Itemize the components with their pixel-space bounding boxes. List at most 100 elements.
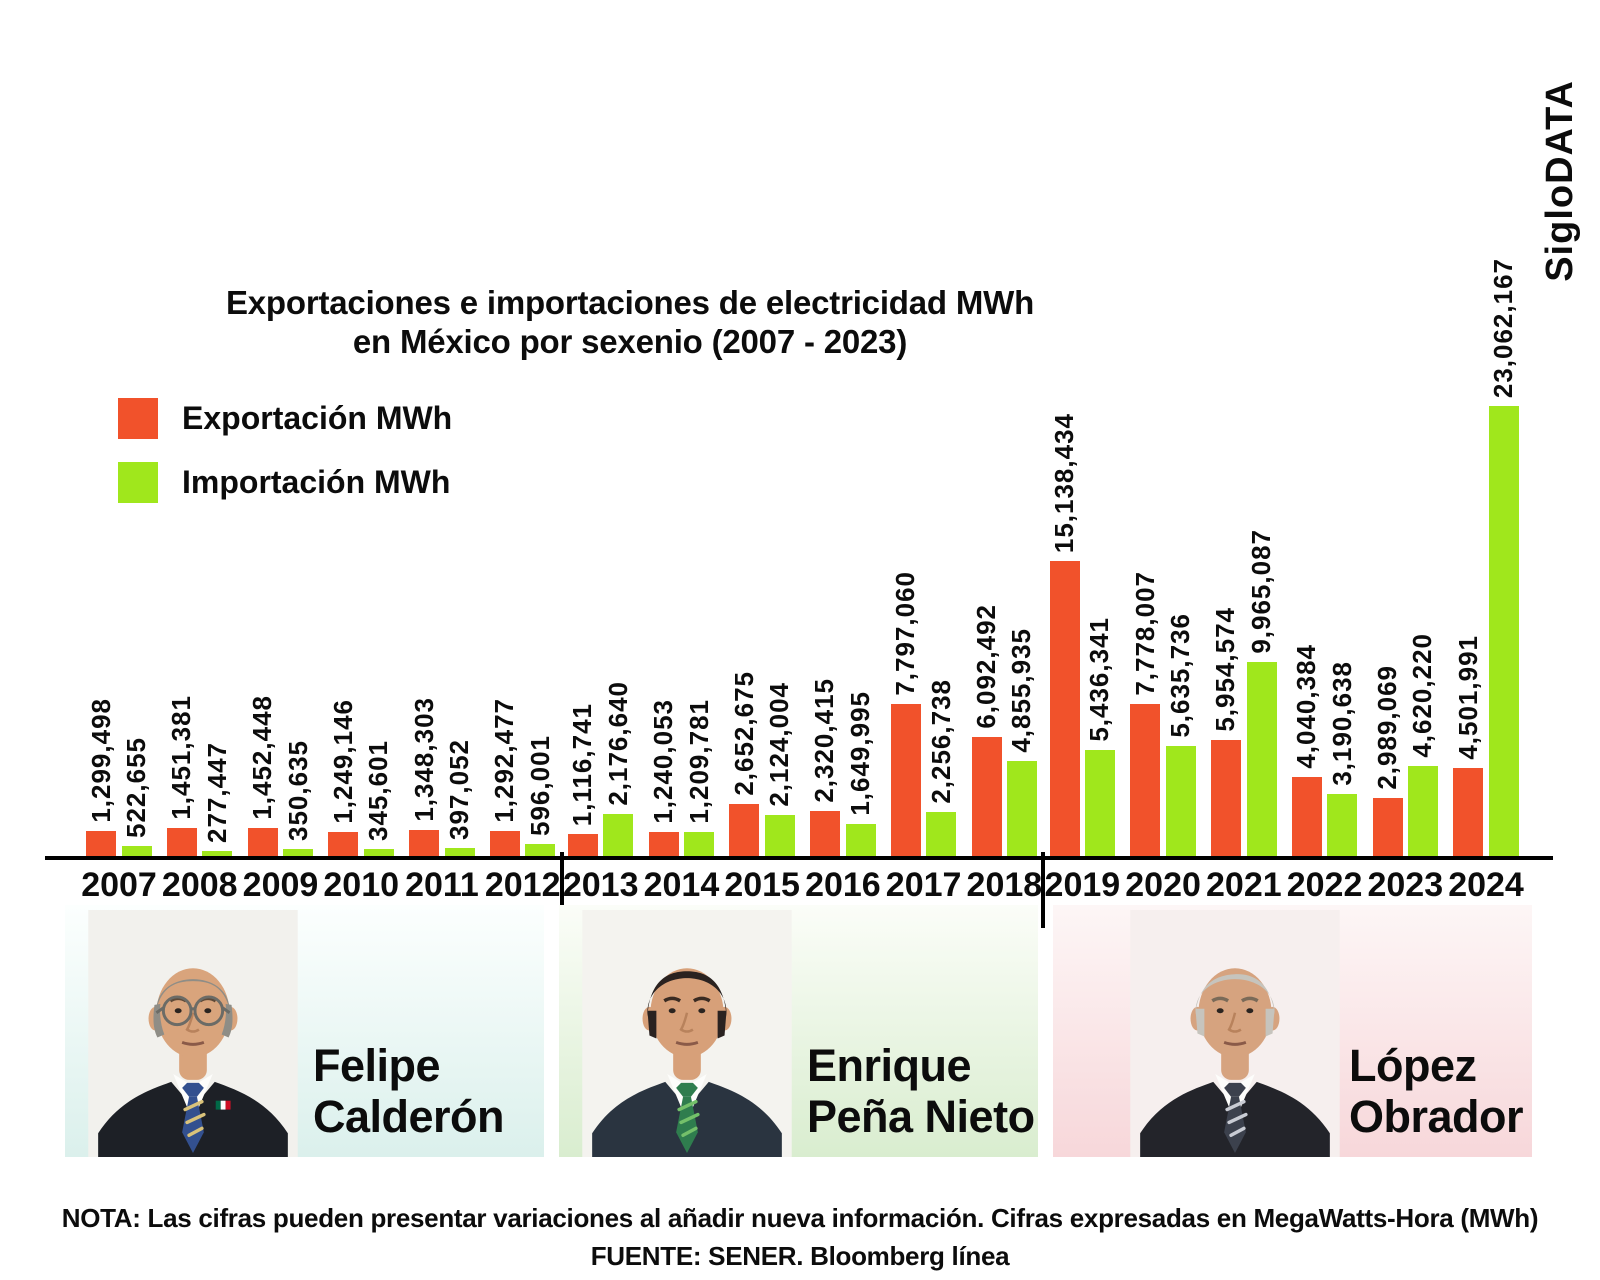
export-value-label-2018: 6,092,492 xyxy=(970,604,1001,729)
sexenio-segment-enrique: 1,116,741 2,176,640 2013 1,240,053 1,209,781… xyxy=(559,240,1044,930)
export-bar-column: 7,797,060 xyxy=(890,571,922,856)
import-value-label-2021: 9,965,087 xyxy=(1245,529,1276,654)
export-value-label-2012: 1,292,477 xyxy=(489,698,520,823)
export-bar-column: 1,249,146 xyxy=(328,699,359,856)
year-tick-label: 2015 xyxy=(724,866,800,904)
year-tick-label: 2021 xyxy=(1206,866,1282,904)
bar-pair-2013: 1,116,741 2,176,640 xyxy=(567,240,634,856)
import-value-label-2007: 522,655 xyxy=(121,737,152,838)
year-group-2017: 7,797,060 2,256,738 2017 xyxy=(886,240,962,930)
import-bar-column: 3,190,638 xyxy=(1327,661,1358,856)
export-bar-column: 4,040,384 xyxy=(1291,644,1323,856)
export-bar-column: 6,092,492 xyxy=(971,604,1002,856)
year-group-2016: 2,320,415 1,649,995 2016 xyxy=(805,240,881,930)
import-value-label-2016: 1,649,995 xyxy=(844,691,875,816)
bar-export-2009 xyxy=(247,828,278,856)
legend-item-export: Exportación MWh xyxy=(118,398,452,439)
import-value-label-2012: 596,001 xyxy=(524,735,555,836)
year-group-2007: 1,299,498 522,655 2007 xyxy=(81,240,157,930)
segment-divider xyxy=(559,852,564,928)
bar-pair-2015: 2,652,675 2,124,004 xyxy=(729,240,795,856)
bar-export-2014 xyxy=(648,832,679,856)
year-tick-label: 2016 xyxy=(805,866,881,904)
year-tick-label: 2022 xyxy=(1286,866,1363,904)
year-tick-label: 2011 xyxy=(405,866,479,904)
president-name-line2: Calderón xyxy=(313,1091,505,1143)
bar-pair-2020: 7,778,007 5,635,736 xyxy=(1130,240,1196,856)
bar-import-2010 xyxy=(363,849,394,856)
import-value-label-2022: 3,190,638 xyxy=(1326,661,1357,786)
year-group-2020: 7,778,007 5,635,736 2020 xyxy=(1125,240,1201,930)
year-tick-label: 2024 xyxy=(1448,866,1524,904)
import-bar-column: 1,649,995 xyxy=(845,691,876,856)
bar-import-2020 xyxy=(1165,746,1196,856)
year-group-2008: 1,451,381 277,447 2008 xyxy=(162,240,238,930)
bar-export-2008 xyxy=(166,828,197,856)
export-bar-column: 7,778,007 xyxy=(1130,571,1161,856)
bar-pair-2011: 1,348,303 397,052 xyxy=(409,240,475,856)
bar-chart: 1,299,498 522,655 2007 1,451,381 277,447 2008… xyxy=(45,240,1553,930)
bar-export-2018 xyxy=(971,737,1002,856)
year-tick-label: 2020 xyxy=(1125,866,1201,904)
bar-export-2022 xyxy=(1291,777,1322,856)
import-bar-column: 522,655 xyxy=(121,737,153,856)
legend-item-import: Importación MWh xyxy=(118,462,452,503)
import-bar-column: 596,001 xyxy=(525,735,556,856)
export-bar-column: 1,240,053 xyxy=(648,699,679,856)
president-name-line2: Obrador xyxy=(1349,1091,1524,1143)
export-bar-column: 1,116,741 xyxy=(567,702,599,856)
president-card-peña-nieto: Enrique Peña Nieto xyxy=(559,905,1038,1157)
bar-export-2020 xyxy=(1130,704,1161,856)
import-value-label-2020: 5,635,736 xyxy=(1165,613,1196,738)
bar-export-2013 xyxy=(567,834,598,856)
bar-pair-2008: 1,451,381 277,447 xyxy=(166,240,233,856)
export-bar-column: 2,320,415 xyxy=(809,678,841,856)
bar-export-2017 xyxy=(890,704,921,856)
import-value-label-2010: 345,601 xyxy=(363,740,394,841)
year-tick-label: 2018 xyxy=(966,866,1043,904)
bar-pair-2014: 1,240,053 1,209,781 xyxy=(648,240,715,856)
export-value-label-2011: 1,348,303 xyxy=(408,697,439,822)
export-value-label-2013: 1,116,741 xyxy=(567,702,598,826)
import-bar-column: 9,965,087 xyxy=(1246,529,1277,856)
president-name-line1: Felipe xyxy=(313,1040,441,1092)
export-bar-column: 2,989,069 xyxy=(1372,665,1403,856)
chart-title: Exportaciones e importaciones de electri… xyxy=(150,284,1110,361)
year-group-2024: 4,501,991 23,062,167 2024 xyxy=(1448,240,1524,930)
import-bar-column: 1,209,781 xyxy=(684,699,715,856)
year-group-2019: 15,138,434 5,436,341 2019 xyxy=(1045,240,1121,930)
bar-import-2014 xyxy=(684,832,715,856)
bar-pair-2017: 7,797,060 2,256,738 xyxy=(890,240,957,856)
bar-import-2024 xyxy=(1488,406,1519,856)
export-value-label-2015: 2,652,675 xyxy=(728,671,759,796)
import-value-label-2013: 2,176,640 xyxy=(602,681,633,806)
bar-export-2010 xyxy=(328,832,359,856)
import-value-label-2015: 2,124,004 xyxy=(764,682,795,807)
export-bar-column: 1,452,448 xyxy=(247,695,278,856)
bar-pair-2018: 6,092,492 4,855,935 xyxy=(971,240,1038,856)
bar-export-2011 xyxy=(409,830,440,856)
bar-pair-2019: 15,138,434 5,436,341 xyxy=(1049,240,1116,856)
president-photo xyxy=(1129,910,1341,1157)
bar-import-2017 xyxy=(926,812,957,856)
president-name: López Obrador xyxy=(1349,1040,1524,1143)
bar-import-2022 xyxy=(1327,794,1358,856)
export-value-label-2009: 1,452,448 xyxy=(247,695,278,820)
export-value-label-2020: 7,778,007 xyxy=(1129,571,1160,696)
year-group-2012: 1,292,477 596,001 2012 xyxy=(485,240,561,930)
year-tick-label: 2014 xyxy=(643,866,720,904)
bar-pair-2010: 1,249,146 345,601 xyxy=(328,240,394,856)
import-bar-column: 4,855,935 xyxy=(1006,628,1038,856)
export-color-swatch xyxy=(118,398,158,439)
bar-pair-2007: 1,299,498 522,655 xyxy=(86,240,152,856)
import-bar-column: 2,176,640 xyxy=(603,681,634,856)
import-value-label-2014: 1,209,781 xyxy=(683,699,714,824)
year-group-2022: 4,040,384 3,190,638 2022 xyxy=(1286,240,1363,930)
export-value-label-2024: 4,501,991 xyxy=(1452,635,1483,760)
bar-import-2009 xyxy=(283,849,314,856)
export-value-label-2023: 2,989,069 xyxy=(1371,665,1402,790)
import-value-label-2018: 4,855,935 xyxy=(1006,628,1037,753)
footnote-line2: FUENTE: SENER. Bloomberg línea xyxy=(590,1240,1010,1271)
year-group-2018: 6,092,492 4,855,935 2018 xyxy=(966,240,1043,930)
